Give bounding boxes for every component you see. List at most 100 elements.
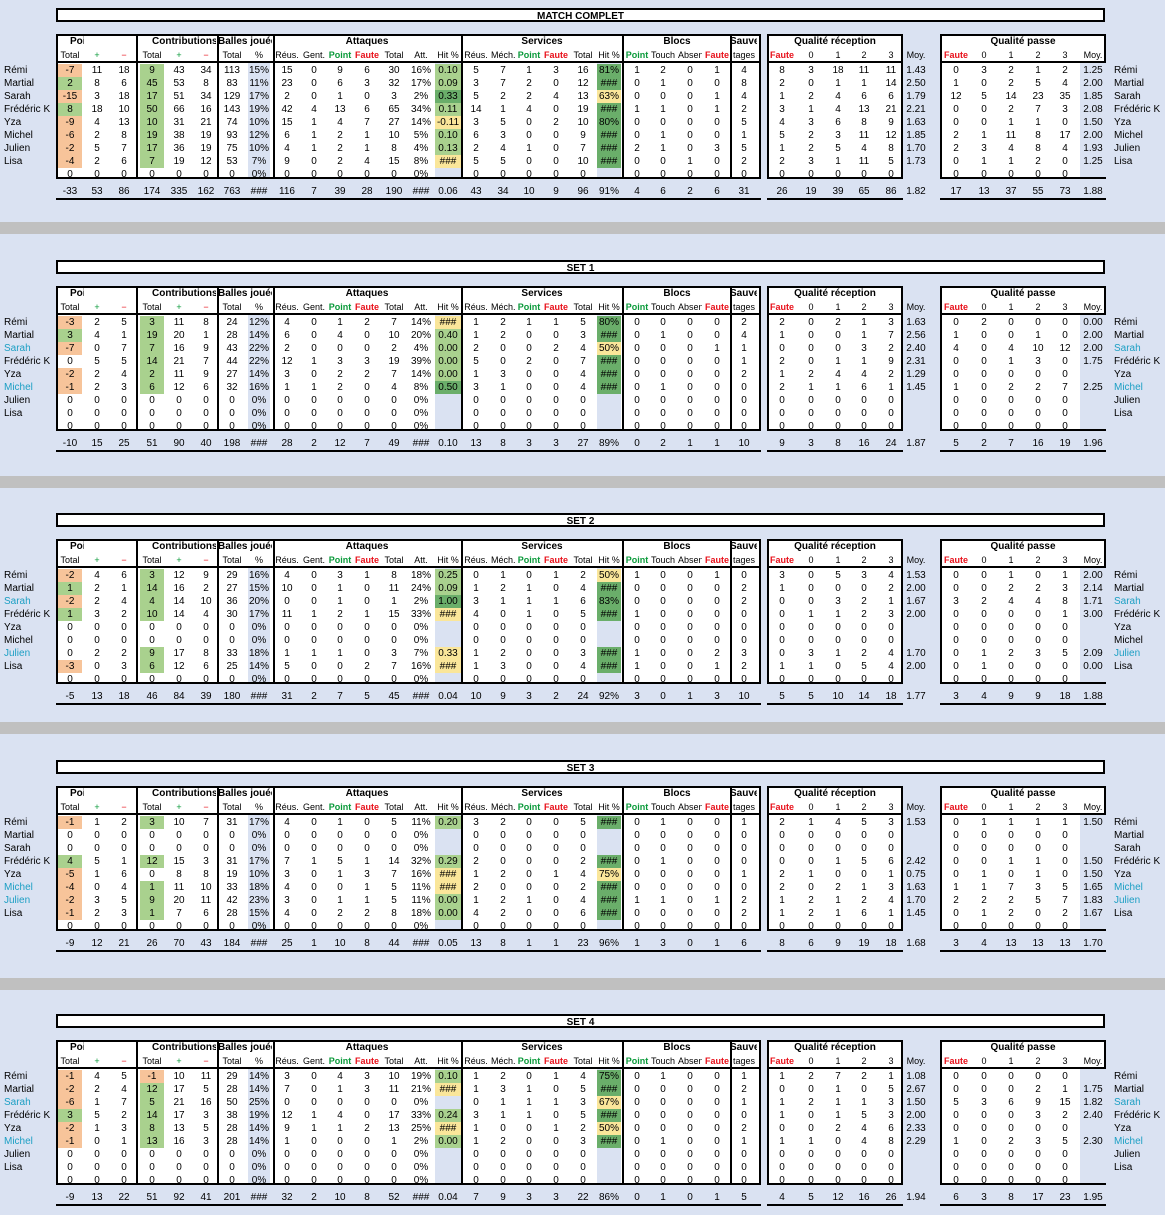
stat-cell: 2: [1008, 104, 1014, 115]
stat-cell: 1: [953, 382, 959, 393]
player-name: Julien: [4, 648, 31, 659]
stat-cell: 1: [861, 317, 867, 328]
stat-cell: 1: [808, 104, 814, 115]
total-cell: 8: [779, 938, 785, 949]
stat-cell: [1080, 1161, 1106, 1174]
stat-cell: 19: [200, 143, 212, 154]
total-cell: 0.04: [438, 691, 458, 702]
column-divider: [217, 34, 219, 179]
column-header: Total: [142, 302, 162, 312]
total-cell: 0: [687, 1192, 693, 1203]
stat-cell: 0: [953, 104, 959, 115]
stat-cell: 14%: [248, 330, 269, 341]
stat-cell: 0: [94, 635, 100, 646]
player-name-right: Lisa: [1114, 661, 1133, 672]
stat-cell: 0%: [251, 1175, 267, 1186]
stat-cell: -0.11: [435, 116, 461, 129]
stat-cell: 1: [473, 648, 479, 659]
group-header-attaques: Attaques: [345, 36, 389, 47]
total-cell: 26: [885, 1192, 897, 1203]
stat-cell: 2: [779, 882, 785, 893]
stat-cell: 4: [1062, 143, 1068, 154]
stat-cell: 0: [553, 622, 559, 633]
stat-cell: 1: [1035, 817, 1041, 828]
stat-cell: 2: [1062, 65, 1068, 76]
stat-cell: 2: [741, 895, 747, 906]
stat-cell: 0: [553, 1162, 559, 1173]
player-name: Michel: [4, 1136, 33, 1147]
column-header: 3: [1062, 50, 1068, 60]
stat-cell: 0: [660, 1149, 666, 1160]
stat-cell: 2: [94, 156, 100, 167]
column-header: 0: [981, 1056, 987, 1066]
stat-cell: 0: [176, 1175, 182, 1186]
stat-cell: [904, 920, 928, 933]
stat-cell: 0: [229, 921, 235, 932]
stat-cell: 11: [388, 1084, 400, 1095]
stat-cell: 0: [203, 1149, 209, 1160]
stat-cell: 1.45: [906, 382, 926, 393]
total-cell: 86%: [598, 1192, 619, 1203]
stat-cell: 19: [173, 156, 185, 167]
stat-cell: 1: [311, 1110, 317, 1121]
stat-cell: 23: [281, 78, 293, 89]
stat-cell: 1: [835, 609, 841, 620]
stat-cell: 0: [660, 596, 666, 607]
stat-cell: 33: [226, 882, 238, 893]
stat-cell: 3: [835, 596, 841, 607]
stat-cell: 2: [741, 1084, 747, 1095]
stat-cell: 0: [553, 1084, 559, 1095]
stat-cell: 0: [580, 408, 586, 419]
stat-cell: 2: [1062, 1110, 1068, 1121]
column-header: Méch.: [491, 555, 515, 565]
stat-cell: 0%: [413, 1175, 429, 1186]
stat-cell: 0: [1062, 1162, 1068, 1173]
stat-cell: 1.50: [1083, 817, 1103, 828]
stat-cell: 2: [779, 869, 785, 880]
stat-cell: 0: [808, 843, 814, 854]
stat-cell: 8: [140, 1122, 164, 1135]
column-header: 0: [981, 802, 987, 812]
stat-cell: 1: [779, 1097, 785, 1108]
stat-cell: 0: [284, 421, 290, 432]
stat-cell: 1: [337, 869, 343, 880]
stat-cell: 1: [203, 330, 209, 341]
stat-cell: 4: [835, 817, 841, 828]
stat-cell: 4: [391, 382, 397, 393]
header-rule: [56, 566, 761, 568]
stat-cell: 0: [526, 856, 532, 867]
column-header: 1: [1008, 302, 1014, 312]
stat-cell: 0: [634, 382, 640, 393]
stat-cell: 0: [981, 1149, 987, 1160]
total-cell: 3: [526, 691, 532, 702]
stat-cell: 3: [808, 117, 814, 128]
stat-cell: 0: [953, 622, 959, 633]
stat-cell: 0: [634, 869, 640, 880]
stat-cell: 15: [388, 609, 400, 620]
player-name-right: Yza: [1114, 869, 1132, 880]
stat-cell: 0: [553, 635, 559, 646]
stat-cell: 129: [223, 91, 241, 102]
stat-cell: 12: [200, 156, 212, 167]
player-name-right: Martial: [1114, 330, 1145, 341]
stat-cell: 0: [779, 395, 785, 406]
total-underline: [56, 703, 761, 705]
stat-cell: 0: [687, 895, 693, 906]
stat-cell: 0: [311, 1097, 317, 1108]
stat-cell: 0: [311, 843, 317, 854]
stat-cell: 0: [364, 1136, 370, 1147]
total-cell: 1: [687, 691, 693, 702]
player-name-right: Sarah: [1114, 596, 1141, 607]
stat-cell: 1: [888, 382, 894, 393]
stat-cell: 4: [284, 317, 290, 328]
stat-cell: 0: [1008, 869, 1014, 880]
column-header: Faute: [543, 302, 568, 312]
stat-cell: 1.67: [1083, 908, 1103, 919]
stat-cell: 1: [779, 583, 785, 594]
stat-cell: 21: [173, 1097, 185, 1108]
stat-cell: 8: [203, 317, 209, 328]
stat-cell: 0: [121, 843, 127, 854]
stat-cell: 1.93: [1083, 143, 1103, 154]
column-header: Touch: [651, 802, 675, 812]
stat-cell: 0: [1008, 622, 1014, 633]
